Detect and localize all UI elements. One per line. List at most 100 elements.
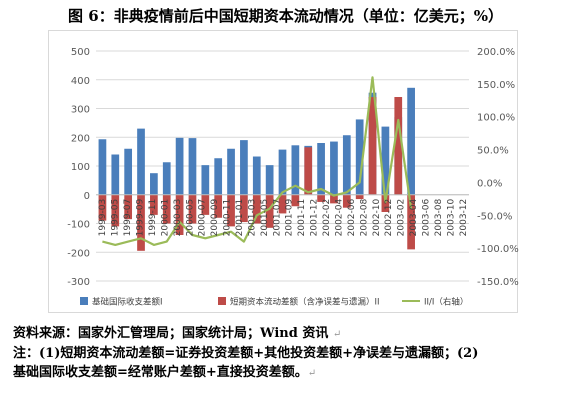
y-right-tick-label: 0.0%	[477, 178, 502, 189]
x-tick-label: 2000-09	[210, 198, 220, 236]
x-tick-label: 2002-04	[334, 198, 344, 236]
x-tick-label: 1999-11	[148, 199, 158, 237]
x-tick-label: 1999-05	[111, 199, 121, 237]
bar-basic-balance	[162, 162, 171, 195]
bar-short-term-capital	[98, 194, 107, 221]
bar-basic-balance	[214, 158, 223, 195]
bar-short-term-capital	[407, 194, 415, 250]
x-tick-label: 2001-03	[247, 199, 257, 237]
bar-short-term-capital	[252, 194, 261, 224]
bar-short-term-capital	[227, 194, 235, 227]
legend-swatch	[80, 297, 88, 305]
bar-basic-balance	[111, 154, 120, 195]
x-tick-label: 2000-11	[223, 199, 233, 237]
bar-basic-balance	[98, 139, 107, 195]
y-right-tick-label: -150.0%	[477, 277, 519, 288]
bar-short-term-capital	[317, 194, 325, 202]
bar-short-term-capital	[137, 194, 145, 251]
bar-basic-balance	[252, 156, 261, 195]
x-tick-label: 2002-08	[359, 198, 369, 236]
y-right-tick-label: -100.0%	[477, 244, 519, 255]
x-tick-label: 1999-03	[98, 199, 108, 237]
bar-basic-balance	[150, 173, 158, 195]
bar-basic-balance	[227, 148, 235, 195]
bar-basic-balance	[407, 87, 415, 195]
bar-basic-balance	[342, 135, 351, 195]
bar-basic-balance	[175, 137, 184, 195]
bar-short-term-capital	[265, 194, 274, 228]
paragraph-mark-icon: ↵	[332, 329, 342, 340]
bar-short-term-capital	[381, 194, 390, 212]
bar-short-term-capital	[304, 147, 313, 195]
y-left-tick-label: 400	[71, 76, 90, 87]
y-left-tick-label: 500	[71, 47, 90, 58]
bar-short-term-capital	[201, 194, 210, 215]
bar-short-term-capital	[188, 194, 197, 224]
bar-basic-balance	[240, 140, 248, 195]
y-left-tick-label: -100	[67, 220, 90, 231]
bar-short-term-capital	[162, 194, 171, 224]
legend-swatch	[218, 297, 226, 305]
y-left-tick-label: -300	[67, 277, 90, 288]
bar-basic-balance	[278, 149, 287, 195]
bar-short-term-capital	[214, 194, 223, 218]
bar-short-term-capital	[124, 194, 133, 220]
bar-short-term-capital	[394, 97, 403, 195]
x-tick-label: 1999-07	[123, 199, 133, 237]
x-tick-label: 2000-05	[185, 199, 195, 237]
x-tick-label: 2001-07	[272, 199, 282, 237]
note-line-2-text: 基础国际收支差额=经常账户差额+直接投资差额。	[13, 365, 308, 380]
bar-basic-balance	[188, 138, 197, 195]
x-tick-label: 2003-02	[397, 199, 407, 237]
bar-short-term-capital	[278, 194, 287, 214]
x-tick-label: 2002-06	[347, 198, 357, 236]
x-tick-label: 2000-01	[160, 199, 170, 237]
chart-title: 图 6：非典疫情前后中国短期资本流动情况（单位：亿美元；%）	[68, 7, 503, 25]
bar-basic-balance	[291, 145, 300, 195]
x-tick-label: 2002-02	[322, 199, 332, 237]
bar-short-term-capital	[291, 194, 300, 207]
bar-basic-balance	[317, 143, 325, 195]
y-left-tick-label: 300	[71, 105, 90, 116]
x-tick-label: 2000-03	[173, 199, 183, 237]
y-left-tick-label: 0	[84, 191, 90, 202]
x-tick-label: 2002-10	[372, 198, 382, 236]
x-tick-label: 2003-10	[446, 198, 456, 236]
note-line-2: 基础国际收支差额=经常账户差额+直接投资差额。↵	[13, 363, 563, 383]
x-tick-label: 2001-12	[310, 199, 320, 237]
y-left-tick-label: 100	[71, 162, 90, 173]
ratio-line	[102, 76, 413, 246]
x-tick-label: 2003-08	[434, 198, 444, 236]
y-left-tick-label: 200	[71, 133, 90, 144]
x-tick-label: 2001-05	[260, 199, 270, 237]
bar-basic-balance	[201, 165, 210, 195]
source-note: 资料来源：国家外汇管理局；国家统计局；Wind 资讯 ↵	[13, 324, 563, 344]
bar-basic-balance	[137, 128, 145, 195]
bar-short-term-capital	[240, 194, 248, 223]
chart-frame	[48, 30, 518, 313]
x-tick-label: 2001-01	[235, 199, 245, 237]
note-line-1: 注：(1)短期资本流动差额=证券投资差额+其他投资差额+净误差与遗漏额；(2)	[13, 346, 479, 361]
x-tick-label: 2003-12	[459, 199, 469, 237]
bar-short-term-capital	[150, 194, 158, 215]
y-left-tick-label: -200	[67, 248, 90, 259]
bar-short-term-capital	[330, 194, 338, 204]
x-tick-label: 2003-06	[421, 198, 431, 236]
bar-basic-balance	[381, 126, 390, 195]
bar-short-term-capital	[342, 194, 351, 208]
x-tick-label: 2002-12	[384, 199, 394, 237]
x-tick-label: 2000-07	[198, 199, 208, 237]
legend-label: II/I（右轴）	[424, 297, 468, 308]
x-tick-label: 2001-09	[285, 198, 295, 236]
paragraph-mark-icon: ↵	[307, 368, 317, 379]
y-right-tick-label: 150.0%	[477, 80, 515, 91]
source-text: 资料来源：国家外汇管理局；国家统计局；Wind 资讯	[13, 326, 329, 341]
legend-label: 短期资本流动差额（含净误差与遗漏）II	[230, 297, 380, 308]
bar-short-term-capital	[368, 97, 377, 195]
bar-short-term-capital	[355, 194, 364, 200]
y-right-tick-label: 200.0%	[477, 47, 515, 58]
bar-basic-balance	[124, 148, 133, 195]
bar-basic-balance	[355, 119, 364, 195]
y-right-tick-label: -50.0%	[477, 211, 512, 222]
